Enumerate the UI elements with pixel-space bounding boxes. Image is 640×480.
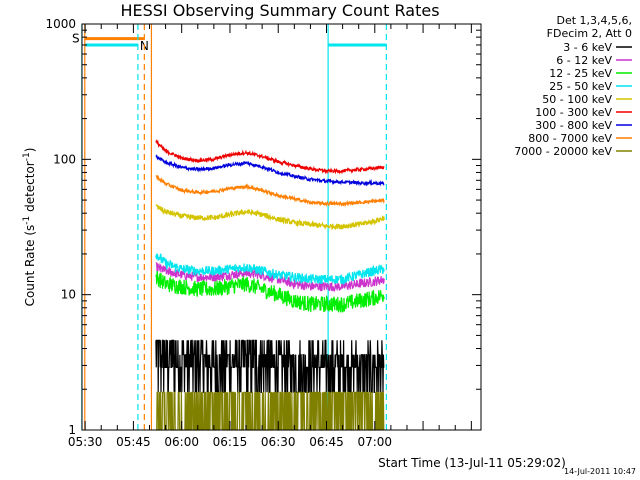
legend-header-line-1: Det 1,3,4,5,6, [556,14,632,27]
legend-label: 25 - 50 keV [549,80,612,93]
legend-label: 6 - 12 keV [556,54,612,67]
x-tick-label: 06:00 [164,435,199,449]
legend-label: 7000 - 20000 keV [514,145,612,158]
y-tick-label: 1000 [45,17,76,31]
series-line-25-50-kev [155,253,385,286]
series-line-7000-20000-kev [155,391,385,431]
legend-label: 800 - 7000 keV [528,132,612,145]
x-tick-label: 06:15 [213,435,248,449]
series-line-3-6-kev [155,339,385,393]
y-axis-label: Count Rate (s-1 detector-1) [22,148,37,307]
footer-timestamp: 14-Jul-2011 10:47 [564,467,636,476]
legend: Det 1,3,4,5,6, FDecim 2, Att 0 3 - 6 keV… [514,14,632,158]
series-line-800-7000-kev [155,174,385,208]
x-tick-label: 07:00 [357,435,392,449]
x-tick-label: 06:45 [309,435,344,449]
attenuator-flags: SN [72,32,387,53]
series-line-300-800-kev [155,154,385,187]
x-tick-label: 05:45 [116,435,151,449]
series-line-12-25-kev [155,270,385,313]
series-line-50-100-kev [155,204,385,231]
legend-label: 12 - 25 keV [549,67,612,80]
legend-label: 50 - 100 keV [542,93,612,106]
chart-title: HESSI Observing Summary Count Rates [120,1,439,20]
y-tick-label: 1 [68,423,76,437]
legend-header-line-2: FDecim 2, Att 0 [547,27,632,40]
legend-label: 3 - 6 keV [563,41,612,54]
x-tick-label: 05:30 [68,435,103,449]
x-axis-label: Start Time (13-Jul-11 05:29:02) [378,456,566,470]
legend-label: 100 - 300 keV [535,106,612,119]
y-axis: 1 10 100 1000 [45,17,481,437]
x-tick-label: 06:30 [261,435,296,449]
plot-frame [81,23,482,431]
legend-label: 300 - 800 keV [535,119,612,132]
x-axis: 05:30 05:45 06:00 06:15 06:30 06:45 07:00 [68,24,472,449]
flag-label: S [72,32,80,46]
y-tick-label: 10 [61,288,76,302]
series-line-100-300-kev [155,139,385,175]
series-layer [155,139,385,431]
y-tick-label: 100 [53,152,76,166]
